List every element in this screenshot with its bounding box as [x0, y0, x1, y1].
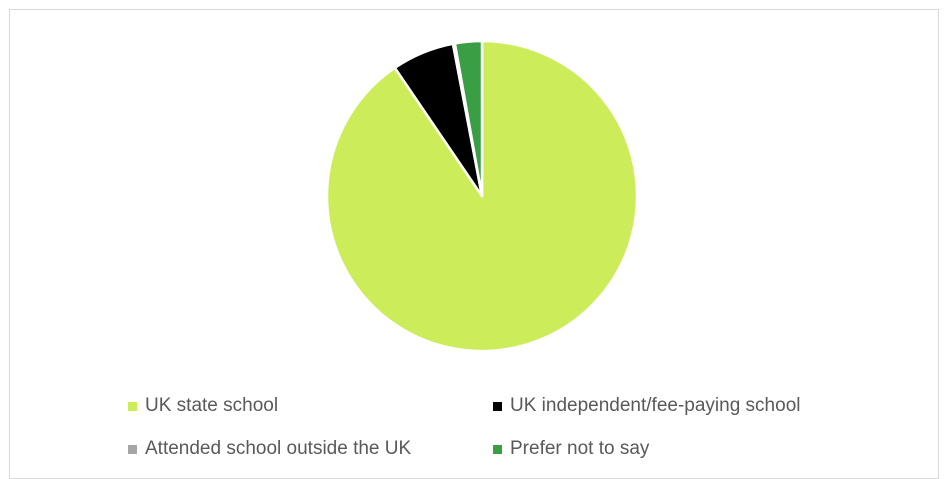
pie-slices: [325, 39, 639, 353]
pie-slice-3: [453, 39, 484, 198]
